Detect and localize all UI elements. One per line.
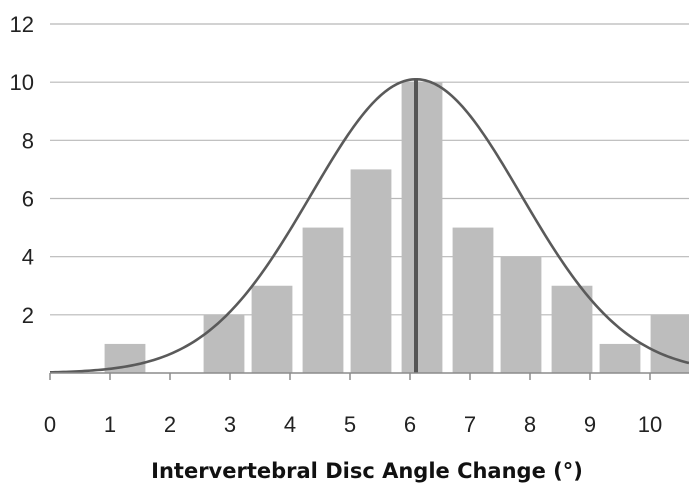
bar	[302, 227, 344, 373]
bar	[452, 227, 494, 373]
x-tick-label: 7	[464, 412, 476, 437]
normal-curve	[49, 77, 689, 374]
bar	[401, 82, 443, 374]
x-axis-label: Intervertebral Disc Angle Change (°)	[151, 459, 583, 483]
x-tick-label: 2	[164, 412, 176, 437]
y-tick-label: 10	[10, 70, 34, 95]
y-tick-label: 6	[22, 187, 34, 212]
x-tick-label: 6	[404, 412, 416, 437]
bar	[599, 343, 641, 373]
y-tick-label: 12	[10, 12, 34, 37]
y-tick-label: 8	[22, 128, 34, 153]
bar	[500, 256, 542, 373]
x-tick-label: 9	[584, 412, 596, 437]
bars	[104, 82, 689, 374]
bar	[650, 314, 689, 373]
x-tick-label: 3	[224, 412, 236, 437]
x-tick-label: 5	[344, 412, 356, 437]
x-tick-label: 8	[524, 412, 536, 437]
x-tick-label: 0	[44, 412, 56, 437]
x-axis-ticks: 0 1 2 3 4 5 6 7 8 9 10	[44, 412, 662, 437]
bar	[251, 285, 293, 373]
y-tick-label: 2	[22, 303, 34, 328]
y-axis-ticks: 2 4 6 8 10 12	[10, 12, 34, 328]
x-tick-label: 10	[638, 412, 662, 437]
y-tick-label: 4	[22, 245, 34, 270]
x-axis	[49, 372, 689, 380]
x-tick-label: 1	[104, 412, 116, 437]
bar	[551, 285, 593, 373]
bar	[203, 314, 245, 373]
bar	[350, 169, 392, 373]
x-tick-label: 4	[284, 412, 296, 437]
